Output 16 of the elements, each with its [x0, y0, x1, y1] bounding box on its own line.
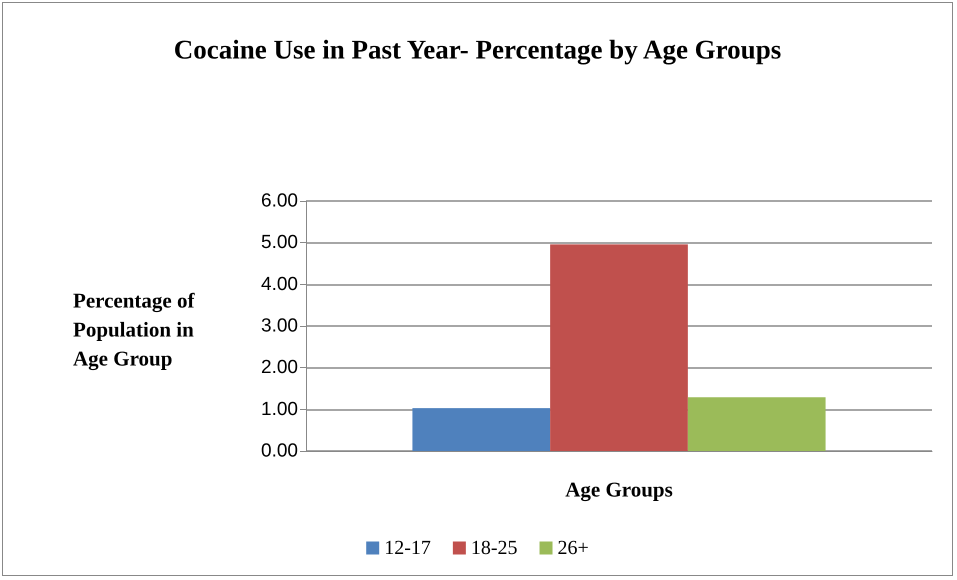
- y-tick-label: 2.00: [261, 357, 298, 378]
- bar: [412, 408, 550, 451]
- y-tick-label: 0.00: [261, 440, 298, 462]
- legend-label: 18-25: [470, 537, 518, 559]
- bar: [550, 244, 688, 451]
- chart-title: Cocaine Use in Past Year- Percentage by Age Groups: [174, 34, 782, 64]
- y-tick-label: 3.00: [261, 316, 298, 336]
- y-tick-label: 1.00: [261, 398, 298, 420]
- legend-label: 26+: [558, 537, 589, 559]
- legend-label: 12-17: [384, 537, 431, 559]
- y-tick-label: 4.00: [261, 274, 298, 295]
- x-axis-title: Age Groups: [565, 478, 673, 502]
- y-tick-label: 5.00: [261, 232, 298, 254]
- bar: [688, 397, 826, 451]
- y-tick-label: 6.00: [261, 190, 298, 212]
- y-axis-title: Percentage of Population in Age Group: [73, 288, 196, 370]
